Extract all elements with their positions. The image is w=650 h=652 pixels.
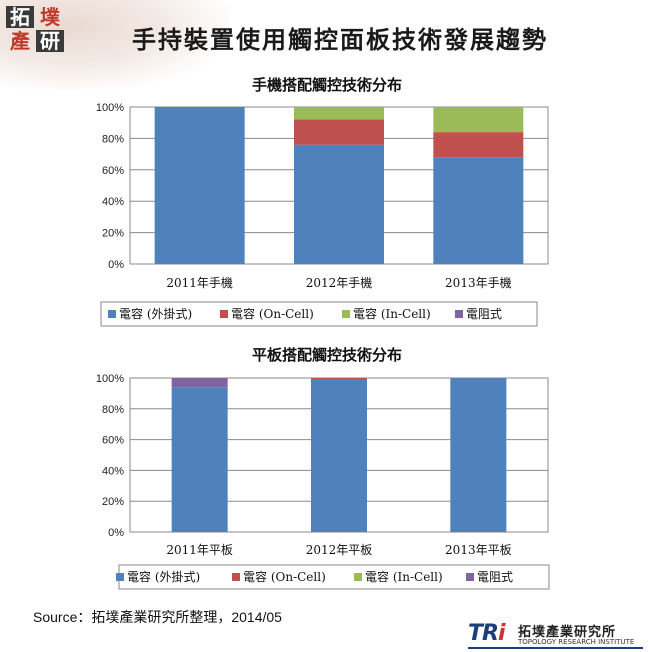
legend-swatch xyxy=(220,310,228,318)
logo-char: 拓 xyxy=(6,6,34,28)
bar-segment xyxy=(433,132,524,158)
legend-label: 電容 (On-Cell) xyxy=(231,306,314,321)
page-title: 手持裝置使用觸控面板技術發展趨勢 xyxy=(132,25,548,54)
tri-logo: TRi 拓墣產業研究所 TOPOLOGY RESEARCH INSTITUTE xyxy=(468,621,643,649)
legend-swatch xyxy=(108,310,116,318)
y-tick-label: 100% xyxy=(96,102,124,114)
charts-canvas: 手機搭配觸控技術分布 100% 80% 60% 40% 20% 0% 2011年手機 2012年… xyxy=(96,76,550,590)
y-tick-label: 0% xyxy=(108,527,124,539)
x-tick-label: 2011年手機 xyxy=(166,275,233,290)
bar-segment xyxy=(433,107,524,133)
logo-char: 研 xyxy=(36,30,64,52)
bar-segment xyxy=(311,378,367,380)
legend-swatch xyxy=(342,310,350,318)
tri-underline xyxy=(468,647,643,649)
legend-label: 電阻式 xyxy=(466,307,502,321)
bar-segment xyxy=(171,387,228,532)
x-tick-label: 2012年手機 xyxy=(306,275,373,290)
bar-segment xyxy=(171,378,228,388)
y-tick-label: 60% xyxy=(102,165,124,177)
x-tick-label: 2011年平板 xyxy=(166,543,233,557)
chart-title: 平板搭配觸控技術分布 xyxy=(252,346,402,364)
y-tick-label: 20% xyxy=(102,496,124,508)
company-logo: 拓 墣 產 研 xyxy=(4,4,66,54)
bar-segment xyxy=(433,157,524,264)
legend-label: 電容 (In-Cell) xyxy=(365,569,443,584)
y-tick-label: 0% xyxy=(108,259,124,271)
y-tick-label: 100% xyxy=(96,373,124,385)
source-note: Source：拓墣產業研究所整理，2014/05 xyxy=(33,609,282,625)
tri-mark: TRi xyxy=(468,621,505,646)
x-tick-label: 2012年平板 xyxy=(306,543,373,557)
legend-label: 電容 (外掛式) xyxy=(127,569,200,584)
legend-box xyxy=(100,301,538,327)
y-tick-label: 80% xyxy=(102,404,124,416)
legend-label: 電容 (In-Cell) xyxy=(353,306,431,321)
legend-box xyxy=(118,564,550,590)
bar-segment xyxy=(294,119,384,145)
legend-swatch xyxy=(354,573,362,581)
legend-label: 電阻式 xyxy=(477,570,513,584)
y-tick-label: 80% xyxy=(102,133,124,145)
tri-mark-tr: TR xyxy=(468,621,499,646)
y-tick-label: 20% xyxy=(102,228,124,240)
y-tick-label: 40% xyxy=(102,465,124,477)
x-tick-label: 2013年平板 xyxy=(445,543,512,557)
legend-swatch xyxy=(466,573,474,581)
tri-name-cn: 拓墣產業研究所 xyxy=(518,625,617,640)
logo-char: 墣 xyxy=(40,5,60,29)
legend-label: 電容 (On-Cell) xyxy=(243,569,326,584)
y-tick-label: 60% xyxy=(102,435,124,447)
bar-segment xyxy=(294,144,384,264)
x-tick-label: 2013年手機 xyxy=(445,275,512,290)
legend-swatch xyxy=(116,573,124,581)
logo-char: 產 xyxy=(10,29,30,53)
tri-name-en: TOPOLOGY RESEARCH INSTITUTE xyxy=(518,638,635,646)
bar-segment xyxy=(311,379,367,532)
y-tick-label: 40% xyxy=(102,196,124,208)
legend-label: 電容 (外掛式) xyxy=(119,306,192,321)
chart-title: 手機搭配觸控技術分布 xyxy=(252,76,402,94)
bar-segment xyxy=(450,378,507,532)
tri-mark-i: i xyxy=(497,621,505,646)
bar-segment xyxy=(154,107,245,264)
legend-swatch xyxy=(455,310,463,318)
bar-segment xyxy=(294,107,384,120)
legend-swatch xyxy=(232,573,240,581)
